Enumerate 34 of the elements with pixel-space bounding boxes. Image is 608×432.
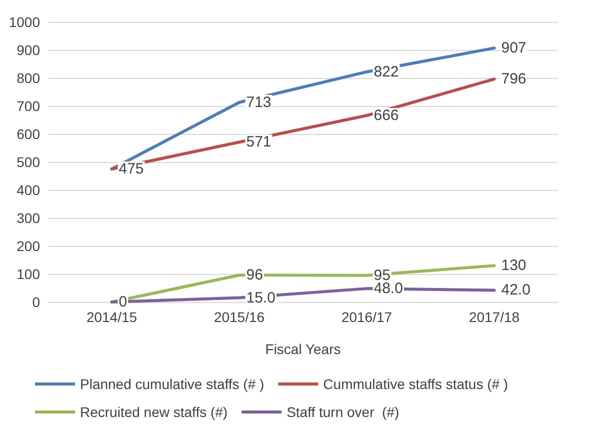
data-label: 822 <box>374 63 399 80</box>
data-label: 48.0 <box>374 280 403 298</box>
data-label: 796 <box>501 70 526 88</box>
data-label: 907 <box>501 40 526 57</box>
data-label: 0 <box>118 294 128 310</box>
legend-label: Staff turn over (#) <box>286 404 400 420</box>
data-label: 42.0 <box>501 282 530 299</box>
y-tick-label: 200 <box>16 238 40 254</box>
y-tick-label: 300 <box>16 210 40 226</box>
y-tick-label: 0 <box>32 294 40 310</box>
y-tick-label: 700 <box>16 98 40 114</box>
data-label: 95 <box>374 266 390 284</box>
data-label: 713 <box>246 94 272 111</box>
y-tick-label: 500 <box>16 154 40 170</box>
y-tick-label: 900 <box>16 42 40 58</box>
data-label: 666 <box>374 107 399 124</box>
data-label: 130 <box>501 257 526 274</box>
x-tick-label: 2017/18 <box>468 309 520 325</box>
data-label: 571 <box>246 134 272 151</box>
x-tick-label: 2016/17 <box>341 309 392 325</box>
data-label: 96 <box>246 266 263 284</box>
data-label: 475 <box>118 160 144 178</box>
y-tick-label: 100 <box>16 266 40 282</box>
x-tick-label: 2015/16 <box>214 309 265 325</box>
data-label: 15.0 <box>246 289 276 306</box>
legend-label: Cummulative staffs status (# ) <box>323 376 508 392</box>
x-tick-label: 2014/15 <box>86 309 138 325</box>
legend-label: Recruited new staffs (#) <box>80 404 228 420</box>
y-tick-label: 800 <box>16 70 40 86</box>
legend-label: Planned cumulative staffs (# ) <box>80 376 264 392</box>
y-tick-label: 1000 <box>8 14 40 30</box>
y-tick-label: 400 <box>16 182 40 198</box>
x-axis-title: Fiscal Years <box>265 341 341 357</box>
y-tick-label: 600 <box>16 126 40 142</box>
